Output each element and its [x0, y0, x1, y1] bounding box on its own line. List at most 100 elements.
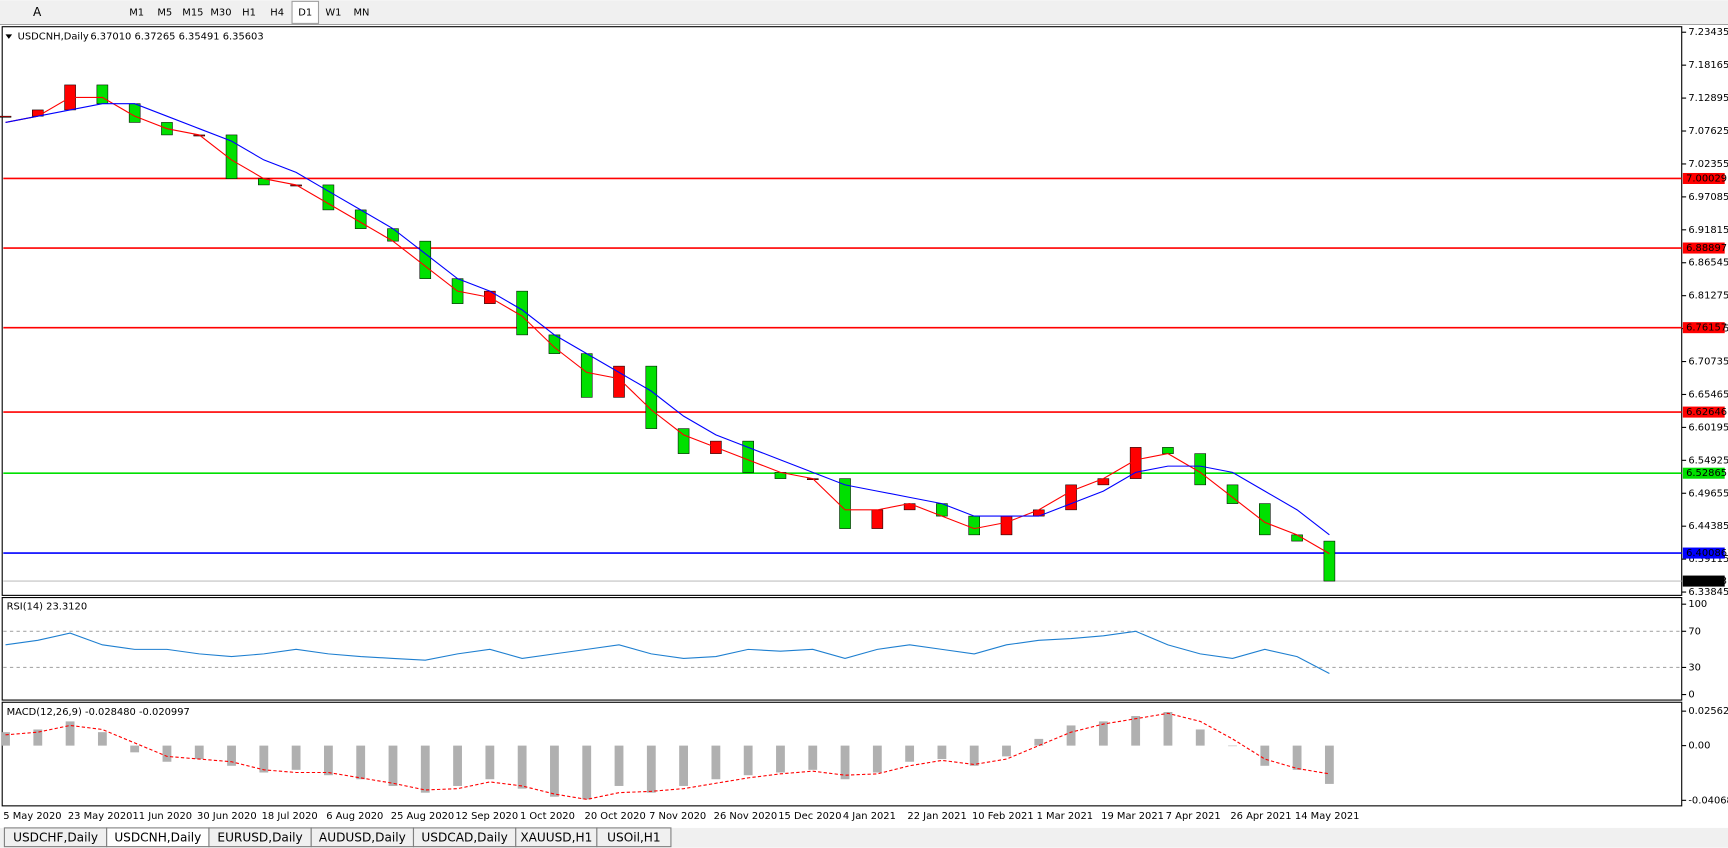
y-tick-label: 7.23435 — [1688, 27, 1728, 38]
level-tag — [1682, 172, 1725, 184]
y-tick-label: 6.54925 — [1688, 455, 1728, 466]
candle — [839, 478, 851, 529]
timeframe-button[interactable]: M30 — [210, 7, 231, 18]
y-tick-label: 7.07625 — [1688, 126, 1728, 137]
candle — [968, 515, 980, 536]
tab-label[interactable]: EURUSD,Daily — [217, 830, 302, 844]
y-tick-label: 7.02355 — [1688, 159, 1728, 170]
macd-bar — [453, 745, 462, 786]
y-tick-label: 0.025623 — [1688, 706, 1728, 717]
macd-bar — [614, 745, 624, 786]
text-tool[interactable]: A — [33, 5, 42, 19]
macd-bar — [679, 745, 689, 786]
ohlc-label: 6.37010 6.37265 6.35491 6.35603 — [90, 32, 263, 43]
tab-label[interactable]: XAUUSD,H1 — [520, 830, 592, 844]
x-tick-label: 19 Mar 2021 — [1101, 811, 1164, 822]
moving-average — [5, 103, 1330, 536]
timeframe-button[interactable]: M5 — [157, 7, 172, 18]
macd-bar — [646, 745, 656, 793]
rsi-line — [5, 630, 1330, 674]
x-tick-label: 20 Oct 2020 — [585, 811, 646, 822]
y-tick-label: 6.91815 — [1688, 225, 1728, 236]
macd-bar — [905, 745, 915, 762]
macd-bar — [582, 745, 592, 800]
candle — [871, 509, 884, 529]
x-tick-label: 14 May 2021 — [1295, 811, 1360, 822]
candle — [1259, 503, 1271, 536]
macd-bar — [1260, 745, 1270, 766]
macd-bar — [194, 745, 204, 760]
candle — [580, 353, 593, 398]
timeframe-button[interactable]: H4 — [270, 7, 284, 18]
macd-bar — [1228, 745, 1237, 747]
y-tick-label: 0 — [1688, 690, 1694, 701]
x-tick-label: 15 Dec 2020 — [778, 811, 841, 822]
candle — [96, 84, 109, 104]
level-label: 6.62646 — [1686, 407, 1727, 418]
macd-bar — [937, 745, 947, 760]
level-label: 6.76157 — [1686, 323, 1727, 334]
y-tick-label: 6.97085 — [1688, 192, 1728, 203]
macd-bar — [130, 745, 140, 753]
macd-bar — [33, 729, 43, 746]
macd-bar — [1066, 725, 1076, 746]
timeframe-button[interactable]: MN — [353, 7, 369, 18]
rsi-panel — [1, 597, 1683, 701]
y-tick-label: 6.65465 — [1688, 389, 1728, 400]
x-tick-label: 11 Jun 2020 — [132, 811, 192, 822]
collapse-arrow[interactable] — [5, 34, 13, 39]
macd-bar — [227, 745, 236, 766]
tab-label[interactable]: USDCHF,Daily — [13, 830, 98, 844]
x-tick-label: 12 Sep 2020 — [455, 811, 518, 822]
y-tick-label: 6.44385 — [1688, 521, 1728, 532]
candle — [1323, 540, 1336, 582]
tab-label[interactable]: USOil,H1 — [607, 830, 660, 844]
candle — [322, 184, 335, 211]
timeframe-button[interactable]: H1 — [242, 7, 256, 18]
y-tick-label: 6.33845 — [1688, 587, 1728, 598]
y-tick-label: 7.18165 — [1688, 60, 1728, 71]
x-tick-label: 4 Jan 2021 — [843, 811, 896, 822]
candle — [0, 115, 12, 118]
candle — [677, 428, 690, 454]
tab-label[interactable]: USDCAD,Daily — [421, 830, 507, 844]
tab[interactable] — [596, 827, 672, 848]
x-tick-label: 26 Nov 2020 — [714, 811, 777, 822]
price-panel — [1, 26, 1683, 596]
y-tick-label: 0.00 — [1688, 741, 1710, 752]
tab-label[interactable]: AUDUSD,Daily — [319, 830, 406, 844]
macd-bar — [420, 745, 430, 793]
level-tag — [1682, 406, 1725, 418]
macd-bar — [711, 745, 721, 780]
macd-bar — [324, 745, 333, 776]
x-tick-label: 6 Aug 2020 — [326, 811, 383, 822]
y-tick-label: 6.39115 — [1688, 554, 1728, 565]
level-label: 6.40086 — [1686, 548, 1727, 559]
toolbar — [0, 0, 1728, 25]
timeframe-button[interactable]: D1 — [298, 7, 312, 18]
y-tick-label: 70 — [1688, 626, 1701, 637]
timeframe-button[interactable]: M15 — [182, 7, 203, 18]
last-price-label: 6.35603 — [1686, 576, 1727, 587]
tab-label[interactable]: USDCNH,Daily — [114, 830, 201, 844]
candle — [1065, 484, 1077, 511]
macd-bar — [162, 745, 172, 762]
y-tick-label: 7.12895 — [1688, 93, 1728, 104]
timeframe-button[interactable]: M1 — [129, 7, 144, 18]
y-tick-label: 6.49655 — [1688, 488, 1728, 499]
x-tick-label: 22 Jan 2021 — [907, 811, 966, 822]
candle — [1291, 534, 1303, 542]
y-tick-label: 6.86545 — [1688, 258, 1728, 269]
macd-bar — [485, 745, 495, 780]
macd-bar — [872, 745, 882, 773]
macd-bar — [65, 721, 75, 746]
x-tick-label: 7 Apr 2021 — [1166, 811, 1221, 822]
candle — [1162, 447, 1174, 454]
candle — [613, 365, 625, 398]
macd-bar — [291, 745, 301, 770]
level-label: 6.52865 — [1686, 468, 1727, 479]
timeframe-button[interactable]: W1 — [325, 7, 341, 18]
candle — [1129, 447, 1142, 479]
x-tick-label: 26 Apr 2021 — [1230, 811, 1291, 822]
macd-bar — [743, 745, 753, 776]
